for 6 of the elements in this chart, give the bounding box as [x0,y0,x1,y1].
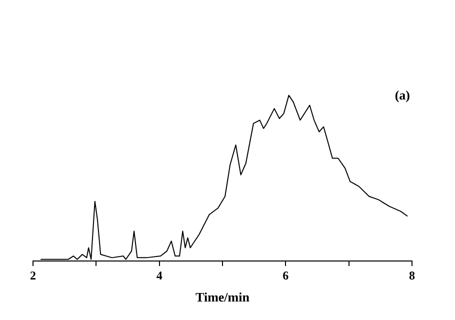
annotation: (a) [394,87,410,102]
x-tick-label: 8 [409,268,415,282]
x-tick-label: 2 [30,268,36,282]
x-tick-label: 6 [282,268,289,282]
x-axis-title: Time/min [196,290,250,305]
x-tick-label: 4 [156,268,162,282]
